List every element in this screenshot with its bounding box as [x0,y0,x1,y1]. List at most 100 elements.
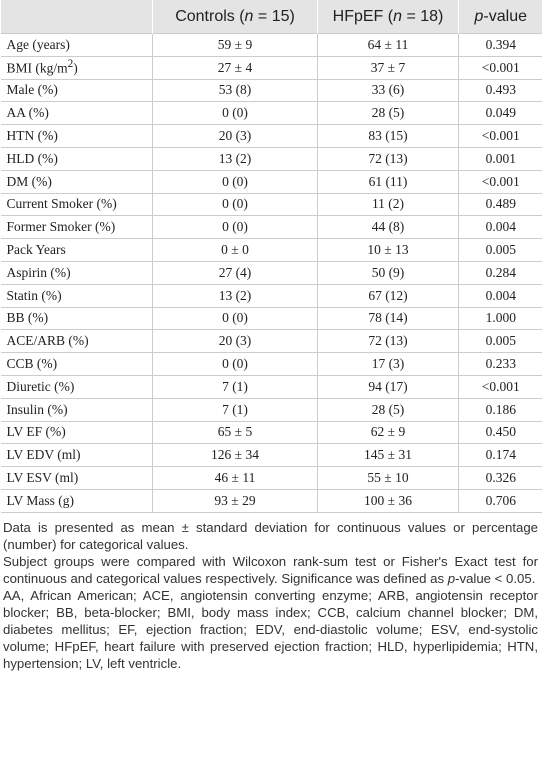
text-run: LV Mass (g) [6,492,75,508]
cell: 0.005 [458,329,542,354]
footnotes: Data is presented as mean ± standard dev… [0,513,542,672]
row-label: AA (%) [0,101,153,126]
cell: 0.326 [458,466,542,490]
cell: 0 (0) [152,101,318,126]
row-label: Male (%) [0,78,153,103]
text-run: HFpEF ( [332,7,394,25]
table-row: Former Smoker (%) 0 (0) 44 (8) 0.004 [0,215,542,240]
table-row: DM (%) 0 (0) 61 (11) <0.001 [0,169,542,194]
cell: 0.706 [458,488,542,513]
table-row: Insulin (%) 7 (1) 28 (5) 0.186 [0,397,542,422]
cell: 37 ± 7 [317,55,459,80]
cell: 0.174 [458,443,542,468]
table-row: Male (%) 53 (8) 33 (6) 0.493 [0,78,542,103]
cell: 78 (14) [317,306,459,331]
text-run: n [393,7,402,25]
cell: 61 (11) [317,169,459,194]
table-row: AA (%) 0 (0) 28 (5) 0.049 [0,101,542,126]
table-row: Pack Years 0 ± 0 10 ± 13 0.005 [0,238,542,262]
cell: 27 (4) [152,260,318,285]
row-label: Aspirin (%) [0,260,153,285]
data-table: Controls (n = 15) HFpEF (n = 18) p-value A… [0,0,542,513]
text-run: Aspirin (%) [6,264,71,280]
text-run: Former Smoker (%) [6,219,116,235]
text-run: LV EDV (ml) [6,447,81,463]
header-cell [0,0,153,34]
text-run: AA (%) [6,105,49,121]
table-row: Statin (%) 13 (2) 67 (12) 0.004 [0,283,542,308]
cell: 0 ± 0 [152,238,318,262]
table-row: LV ESV (ml) 46 ± 11 55 ± 10 0.326 [0,466,542,490]
header-cell: Controls (n = 15) [152,0,318,34]
text-run: n [244,7,254,25]
row-label: HLD (%) [0,146,153,171]
table-row: BB (%) 0 (0) 78 (14) 1.000 [0,306,542,331]
cell: 10 ± 13 [317,238,459,262]
text-run: Controls ( [175,7,245,25]
cell: 13 (2) [152,146,318,171]
cell: 33 (6) [317,78,459,103]
table-row: HLD (%) 13 (2) 72 (13) 0.001 [0,146,542,171]
cell: 1.000 [458,306,542,331]
row-label: BMI (kg/m2) [0,55,153,80]
cell: 0.493 [458,78,542,103]
row-label: Diuretic (%) [0,374,153,399]
cell: 0.233 [458,352,542,376]
cell: 100 ± 36 [317,488,459,513]
table-row: HTN (%) 20 (3) 83 (15) <0.001 [0,124,542,148]
cell: 28 (5) [317,397,459,422]
cell: 0.394 [458,33,542,57]
text-run: Current Smoker (%) [6,196,117,212]
cell: 67 (12) [317,283,459,308]
cell: 0 (0) [152,215,318,240]
text-run: BMI (kg/m [6,60,68,76]
cell: 0.186 [458,397,542,422]
text-run: HLD (%) [6,150,58,166]
cell: 59 ± 9 [152,33,318,57]
row-label: Statin (%) [0,283,153,308]
text-run: Data is presented as mean ± standard dev… [3,519,538,552]
row-label: HTN (%) [0,124,153,148]
text-run: ACE/ARB (%) [6,333,89,349]
text-run: Pack Years [6,242,66,258]
row-label: Former Smoker (%) [0,215,153,240]
row-label: Pack Years [0,238,153,262]
table-row: BMI (kg/m2) 27 ± 4 37 ± 7 <0.001 [0,55,542,80]
table-row: Diuretic (%) 7 (1) 94 (17) <0.001 [0,374,542,399]
cell: 145 ± 31 [317,443,459,468]
cell: 44 (8) [317,215,459,240]
table-row: ACE/ARB (%) 20 (3) 72 (13) 0.005 [0,329,542,354]
text-run: CCB (%) [6,356,58,372]
text-run: LV EF (%) [6,424,66,440]
cell: 27 ± 4 [152,55,318,80]
cell: <0.001 [458,169,542,194]
cell: 0.489 [458,192,542,217]
cell: 83 (15) [317,124,459,148]
cell: 65 ± 5 [152,420,318,445]
cell: 46 ± 11 [152,466,318,490]
text-run: Subject groups were compared with Wilcox… [3,553,538,586]
cell: <0.001 [458,124,542,148]
row-label: LV ESV (ml) [0,466,153,490]
cell: 7 (1) [152,397,318,422]
header-row: Controls (n = 15) HFpEF (n = 18) p-value [0,0,542,34]
cell: 55 ± 10 [317,466,459,490]
table-row: LV EF (%) 65 ± 5 62 ± 9 0.450 [0,420,542,445]
footnote: AA, African American; ACE, angiotensin c… [3,587,538,672]
table-row: Current Smoker (%) 0 (0) 11 (2) 0.489 [0,192,542,217]
text-run: Male (%) [6,82,58,98]
cell: 28 (5) [317,101,459,126]
cell: <0.001 [458,374,542,399]
footnote: Data is presented as mean ± standard dev… [3,519,538,553]
text-run: AA, African American; ACE, angiotensin c… [3,587,538,671]
cell: 17 (3) [317,352,459,376]
cell: 126 ± 34 [152,443,318,468]
row-label: LV Mass (g) [0,488,153,513]
text-run: Diuretic (%) [6,378,75,394]
cell: 0 (0) [152,352,318,376]
row-label: BB (%) [0,306,153,331]
cell: 50 (9) [317,260,459,285]
cell: 62 ± 9 [317,420,459,445]
table-row: CCB (%) 0 (0) 17 (3) 0.233 [0,352,542,376]
cell: 0.005 [458,238,542,262]
